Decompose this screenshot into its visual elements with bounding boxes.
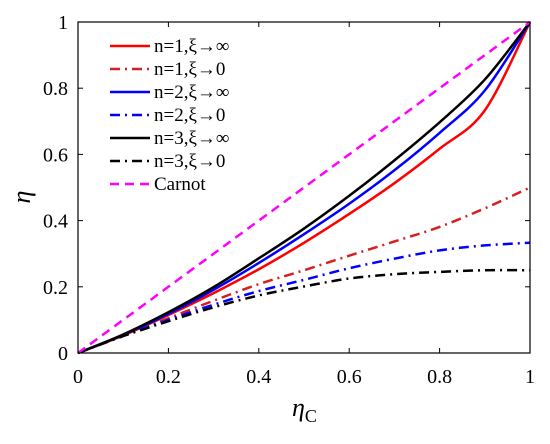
- plot-curves: [77, 20, 532, 355]
- x-tick-label: 0.4: [246, 366, 271, 388]
- legend-label-7: Carnot: [154, 174, 206, 195]
- legend-label-3: n=2,ξ→∞: [154, 82, 229, 103]
- x-axis-label: ηC: [292, 393, 317, 426]
- series-line-7: [77, 20, 531, 355]
- y-axis-label: η: [7, 191, 36, 204]
- x-tick-label: 1: [525, 366, 535, 388]
- y-tick-label: 0.2: [43, 277, 68, 299]
- x-axis-label-subscript: C: [305, 406, 317, 426]
- x-tick-label: 0.6: [337, 366, 362, 388]
- series-line-5: [77, 21, 531, 355]
- x-tick-label: 0.2: [156, 366, 181, 388]
- legend-label-2: n=1,ξ→0: [154, 59, 225, 80]
- legend-label-4: n=2,ξ→0: [154, 105, 225, 126]
- y-tick-label: 0.4: [43, 211, 68, 233]
- x-tick-label: 0: [73, 366, 83, 388]
- plot-frame: [77, 21, 531, 354]
- series-line-6: [77, 268, 531, 355]
- series-line-1: [77, 21, 532, 355]
- y-tick-label: 0.6: [43, 144, 68, 166]
- y-tick-label: 0: [58, 343, 68, 365]
- x-axis-label-main: η: [292, 393, 305, 422]
- y-tick-label: 1: [58, 12, 68, 34]
- y-tick-label: 0.8: [43, 78, 68, 100]
- x-tick-label: 0.8: [427, 366, 452, 388]
- legend-label-1: n=1,ξ→∞: [154, 36, 229, 57]
- legend-label-6: n=3,ξ→0: [154, 151, 225, 172]
- series-line-4: [77, 241, 531, 355]
- series-line-3: [77, 21, 532, 355]
- axis-ticks: 0 0.2 0.4 0.6 0.8 1 0 0.2 0.4 0.6 0.8 1: [43, 12, 535, 388]
- legend-label-5: n=3,ξ→∞: [154, 128, 229, 149]
- legend: n=1,ξ→∞n=1,ξ→0n=2,ξ→∞n=2,ξ→0n=3,ξ→∞n=3,ξ…: [110, 36, 229, 195]
